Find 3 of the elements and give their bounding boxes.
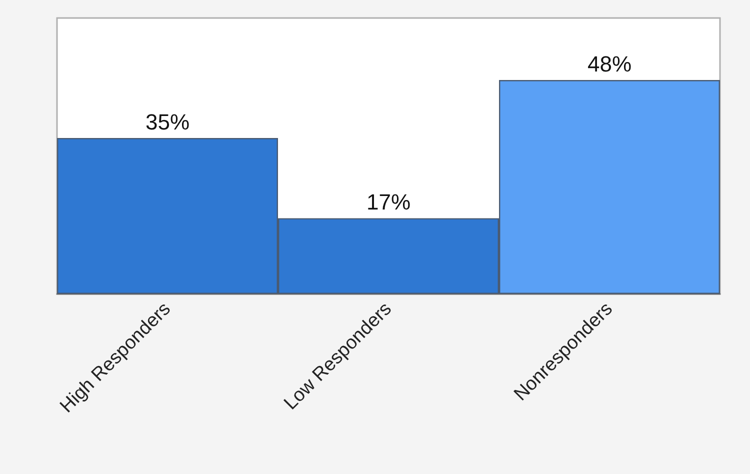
data-label: 35% — [145, 109, 190, 134]
data-label: 48% — [587, 52, 632, 77]
data-label: 17% — [366, 190, 411, 215]
